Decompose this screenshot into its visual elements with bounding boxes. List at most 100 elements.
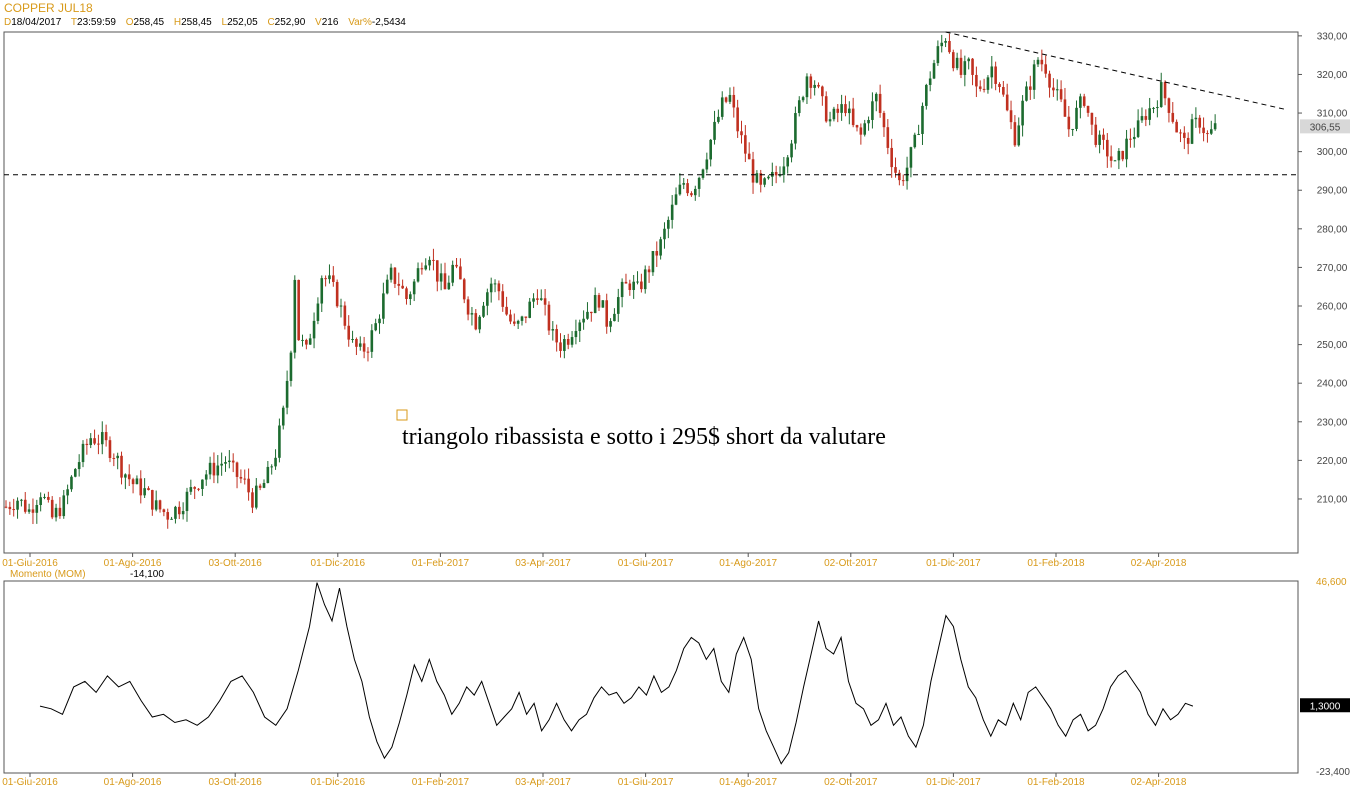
candle-body	[817, 84, 820, 87]
candle-body	[416, 268, 420, 282]
candle-body	[20, 499, 23, 501]
candle-body	[855, 125, 859, 128]
candle-body	[551, 329, 555, 331]
candle-body	[909, 147, 913, 168]
candle-body	[582, 318, 585, 323]
candle-body	[982, 88, 986, 90]
candle-body	[1025, 86, 1028, 101]
candle-body	[1090, 112, 1094, 125]
price-y-tick-label: 220,00	[1317, 456, 1348, 467]
candle-body	[574, 331, 578, 338]
candle-body	[74, 469, 77, 477]
candle-body	[724, 97, 728, 102]
candle-body	[994, 66, 997, 84]
price-x-tick-label: 01-Feb-2017	[412, 558, 470, 569]
candle-body	[378, 318, 381, 324]
candle-body	[1086, 105, 1090, 113]
candle-body	[189, 487, 193, 492]
candle-body	[220, 463, 223, 466]
stat-key: C	[267, 17, 275, 28]
candle-body	[1109, 156, 1113, 161]
price-y-tick-label: 270,00	[1317, 263, 1348, 274]
candle-body	[50, 499, 54, 518]
candle-body	[208, 462, 212, 475]
candle-body	[882, 112, 886, 128]
candle-body	[1063, 99, 1067, 117]
candle-body	[228, 460, 231, 463]
candle-body	[832, 108, 836, 120]
candle-body	[274, 457, 277, 467]
candle-body	[940, 42, 944, 47]
price-x-tick-label: 02-Apr-2018	[1131, 558, 1187, 569]
candle-body	[266, 466, 270, 483]
candle-body	[435, 260, 439, 282]
candle-body	[16, 500, 19, 510]
price-x-tick-label: 03-Ott-2016	[209, 558, 263, 569]
candle-body	[77, 462, 81, 470]
candle-body	[705, 159, 709, 170]
candle-body	[424, 265, 428, 270]
candle-body	[782, 166, 786, 175]
candle-body	[143, 488, 146, 496]
candle-body	[382, 293, 385, 319]
price-x-tick-label: 01-Giu-2017	[618, 558, 674, 569]
candle-body	[466, 299, 470, 315]
candle-body	[767, 176, 770, 179]
momentum-panel-frame	[3, 580, 1299, 774]
price-y-tick-label: 300,00	[1317, 147, 1348, 158]
momentum-x-tick-label: 01-Dic-2016	[311, 777, 366, 788]
candle-body	[867, 119, 870, 124]
candle-body	[124, 474, 127, 478]
candle-body	[39, 497, 42, 506]
price-y-tick-label: 230,00	[1317, 417, 1348, 428]
candle-body	[805, 76, 809, 98]
candle-body	[112, 457, 116, 459]
price-y-tick-label: 310,00	[1317, 109, 1348, 120]
candle-body	[516, 320, 520, 324]
candle-body	[177, 506, 181, 515]
last-price-box	[1300, 119, 1350, 134]
candle-body	[651, 251, 655, 273]
candle-body	[590, 311, 593, 314]
candle-body	[162, 509, 166, 513]
candle-body	[216, 465, 220, 476]
candle-body	[358, 343, 362, 347]
candle-body	[794, 113, 797, 144]
candle-body	[432, 259, 435, 261]
candle-body	[1098, 134, 1101, 145]
candle-body	[990, 66, 994, 78]
candle-body	[459, 266, 462, 280]
candle-body	[166, 512, 170, 520]
stat-key: O	[125, 17, 134, 28]
price-panel-frame	[3, 31, 1299, 554]
candle-body	[998, 83, 1001, 87]
candle-body	[135, 478, 139, 485]
momentum-last-box	[1300, 698, 1350, 713]
candle-body	[1071, 128, 1074, 130]
candle-body	[874, 93, 878, 102]
price-x-tick-label: 02-Ott-2017	[824, 558, 878, 569]
candle-body	[374, 323, 377, 331]
candle-body	[955, 57, 959, 69]
candle-body	[674, 194, 678, 205]
candle-body	[1028, 86, 1032, 90]
candle-body	[809, 76, 813, 88]
candle-body	[790, 143, 793, 158]
annotation-text: triangolo ribassista e sotto i 295$ shor…	[402, 424, 886, 450]
candle-body	[1140, 116, 1144, 121]
candle-body	[301, 339, 304, 341]
candle-body	[720, 97, 724, 117]
last-price-label: 306,55	[1310, 122, 1341, 133]
momentum-x-tick-label: 01-Giu-2016	[2, 777, 58, 788]
candle-body	[308, 338, 312, 345]
candle-body	[1159, 82, 1163, 108]
candle-body	[1209, 129, 1213, 134]
candle-body	[47, 496, 50, 500]
candle-body	[100, 432, 104, 445]
price-y-tick-label: 280,00	[1317, 224, 1348, 235]
candle-body	[1102, 134, 1105, 140]
candle-body	[836, 108, 840, 113]
candle-body	[127, 474, 131, 480]
candle-body	[682, 183, 686, 185]
